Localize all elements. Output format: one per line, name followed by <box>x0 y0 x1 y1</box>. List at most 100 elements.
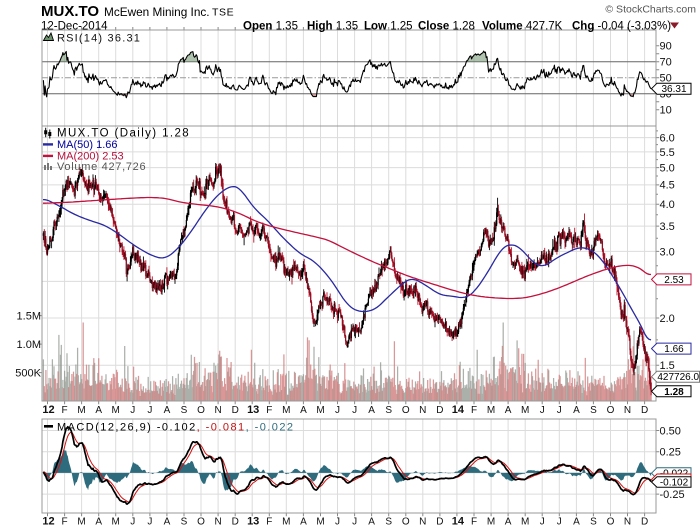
svg-text:5.0: 5.0 <box>660 162 675 174</box>
svg-text:O: O <box>402 405 410 416</box>
svg-text:MUX.TO (Daily) 1.28: MUX.TO (Daily) 1.28 <box>57 128 190 140</box>
svg-text:1.28: 1.28 <box>664 387 684 398</box>
svg-text:3.5: 3.5 <box>660 221 675 233</box>
svg-text:S: S <box>385 517 392 528</box>
svg-text:J: J <box>352 405 357 416</box>
svg-text:A: A <box>164 405 171 416</box>
svg-text:McEwen Mining Inc.: McEwen Mining Inc. <box>104 5 210 19</box>
svg-text:Chg -0.04 (-3.03%): Chg -0.04 (-3.03%) <box>572 20 671 32</box>
svg-text:J: J <box>147 517 152 528</box>
svg-text:D: D <box>232 517 239 528</box>
svg-text:A: A <box>505 517 512 528</box>
svg-text:D: D <box>436 405 443 416</box>
svg-text:J: J <box>540 517 545 528</box>
svg-text:500K: 500K <box>15 367 41 379</box>
svg-text:Close 1.28: Close 1.28 <box>418 20 475 32</box>
svg-text:TSE: TSE <box>212 6 234 18</box>
svg-text:12: 12 <box>42 516 54 528</box>
svg-text:N: N <box>214 517 221 528</box>
svg-text:S: S <box>181 405 188 416</box>
svg-text:Volume 427.7K: Volume 427.7K <box>482 20 563 32</box>
svg-text:MACD(12,26,9) -0.102, -0.081,: MACD(12,26,9) -0.102, -0.081, -0.022 <box>57 422 294 434</box>
svg-text:M: M <box>521 517 529 528</box>
svg-text:D: D <box>232 405 239 416</box>
svg-text:A: A <box>368 405 375 416</box>
svg-text:D: D <box>436 517 443 528</box>
svg-text:1.5M: 1.5M <box>17 311 41 323</box>
svg-text:D: D <box>641 517 648 528</box>
svg-text:-0.102: -0.102 <box>660 478 689 489</box>
svg-text:O: O <box>197 517 205 528</box>
svg-text:1.66: 1.66 <box>664 344 684 355</box>
svg-text:J: J <box>335 405 340 416</box>
svg-text:Volume 427,726: Volume 427,726 <box>57 161 146 173</box>
svg-text:70: 70 <box>660 57 672 69</box>
svg-text:F: F <box>266 517 272 528</box>
svg-text:90: 90 <box>660 41 672 53</box>
svg-text:M: M <box>77 405 85 416</box>
svg-text:M: M <box>521 405 529 416</box>
svg-text:J: J <box>130 405 135 416</box>
svg-text:MA(50) 1.66: MA(50) 1.66 <box>57 139 118 151</box>
svg-text:3.0: 3.0 <box>660 246 675 258</box>
svg-text:M: M <box>282 405 290 416</box>
svg-text:0.50: 0.50 <box>660 425 681 437</box>
svg-text:M: M <box>316 405 324 416</box>
svg-text:M: M <box>487 405 495 416</box>
svg-text:M: M <box>112 517 120 528</box>
svg-text:J: J <box>352 517 357 528</box>
svg-text:A: A <box>300 405 307 416</box>
svg-text:A: A <box>368 517 375 528</box>
svg-text:Open 1.35: Open 1.35 <box>243 20 298 32</box>
svg-text:13: 13 <box>247 404 259 416</box>
svg-text:10: 10 <box>660 105 672 117</box>
svg-text:O: O <box>197 405 205 416</box>
svg-text:F: F <box>471 405 477 416</box>
svg-text:36.31: 36.31 <box>661 84 686 95</box>
svg-text:5.5: 5.5 <box>660 147 675 159</box>
svg-text:4.5: 4.5 <box>660 180 675 192</box>
svg-text:F: F <box>62 517 68 528</box>
svg-text:A: A <box>573 517 580 528</box>
svg-text:RSI(14) 36.31: RSI(14) 36.31 <box>57 32 141 44</box>
svg-text:12: 12 <box>42 404 54 416</box>
svg-text:1.0M: 1.0M <box>17 339 41 351</box>
svg-text:O: O <box>607 405 615 416</box>
svg-text:50: 50 <box>660 73 672 85</box>
svg-text:6.0: 6.0 <box>660 133 675 145</box>
svg-text:M: M <box>112 405 120 416</box>
svg-text:M: M <box>487 517 495 528</box>
svg-text:M: M <box>316 517 324 528</box>
svg-text:4.0: 4.0 <box>660 199 675 211</box>
svg-text:427726.0: 427726.0 <box>657 372 699 383</box>
svg-text:0.25: 0.25 <box>660 447 681 459</box>
svg-text:S: S <box>385 405 392 416</box>
svg-text:N: N <box>624 517 631 528</box>
svg-text:2.0: 2.0 <box>660 313 675 325</box>
svg-text:2.53: 2.53 <box>664 275 684 286</box>
svg-text:A: A <box>573 405 580 416</box>
svg-text:F: F <box>266 405 272 416</box>
svg-text:© StockCharts.com: © StockCharts.com <box>605 4 696 16</box>
svg-text:A: A <box>505 405 512 416</box>
svg-text:A: A <box>164 517 171 528</box>
svg-text:N: N <box>214 405 221 416</box>
svg-text:F: F <box>471 517 477 528</box>
svg-text:High 1.35: High 1.35 <box>307 20 358 32</box>
svg-text:D: D <box>641 405 648 416</box>
svg-text:A: A <box>95 517 102 528</box>
svg-text:MA(200) 2.53: MA(200) 2.53 <box>57 151 124 163</box>
svg-text:1.5: 1.5 <box>660 360 675 372</box>
svg-text:F: F <box>62 405 68 416</box>
svg-text:O: O <box>607 517 615 528</box>
svg-text:O: O <box>402 517 410 528</box>
svg-text:12-Dec-2014: 12-Dec-2014 <box>41 20 108 32</box>
svg-text:A: A <box>95 405 102 416</box>
svg-text:J: J <box>130 517 135 528</box>
svg-text:14: 14 <box>452 516 465 528</box>
svg-text:J: J <box>540 405 545 416</box>
svg-text:S: S <box>590 517 597 528</box>
svg-text:Low 1.25: Low 1.25 <box>364 20 413 32</box>
svg-text:A: A <box>300 517 307 528</box>
svg-text:N: N <box>624 405 631 416</box>
